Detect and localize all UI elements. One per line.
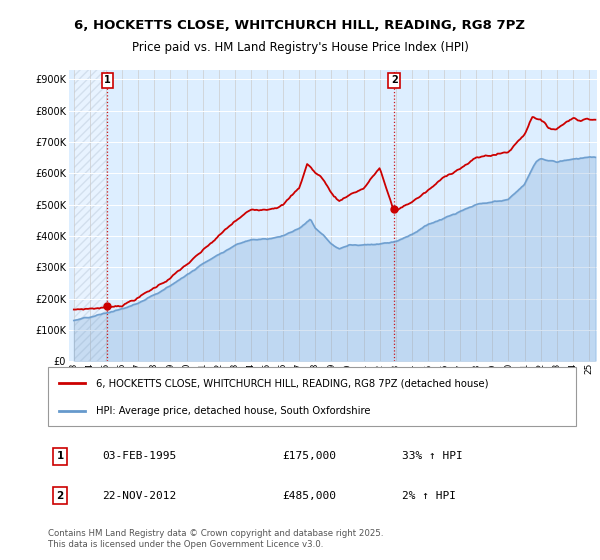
Text: 1: 1 <box>56 451 64 461</box>
Text: Price paid vs. HM Land Registry's House Price Index (HPI): Price paid vs. HM Land Registry's House … <box>131 41 469 54</box>
Text: 2: 2 <box>56 491 64 501</box>
Text: 2% ↑ HPI: 2% ↑ HPI <box>402 491 456 501</box>
Text: 33% ↑ HPI: 33% ↑ HPI <box>402 451 463 461</box>
Text: £175,000: £175,000 <box>282 451 336 461</box>
Bar <box>74 70 107 361</box>
Text: Contains HM Land Registry data © Crown copyright and database right 2025.
This d: Contains HM Land Registry data © Crown c… <box>48 529 383 549</box>
Text: 1: 1 <box>104 75 110 85</box>
FancyBboxPatch shape <box>48 367 576 426</box>
Text: HPI: Average price, detached house, South Oxfordshire: HPI: Average price, detached house, Sout… <box>95 406 370 416</box>
Text: £485,000: £485,000 <box>282 491 336 501</box>
Text: 22-NOV-2012: 22-NOV-2012 <box>102 491 176 501</box>
Text: 2: 2 <box>391 75 398 85</box>
Text: 6, HOCKETTS CLOSE, WHITCHURCH HILL, READING, RG8 7PZ: 6, HOCKETTS CLOSE, WHITCHURCH HILL, READ… <box>74 18 526 32</box>
Text: 03-FEB-1995: 03-FEB-1995 <box>102 451 176 461</box>
Text: 6, HOCKETTS CLOSE, WHITCHURCH HILL, READING, RG8 7PZ (detached house): 6, HOCKETTS CLOSE, WHITCHURCH HILL, READ… <box>95 378 488 388</box>
